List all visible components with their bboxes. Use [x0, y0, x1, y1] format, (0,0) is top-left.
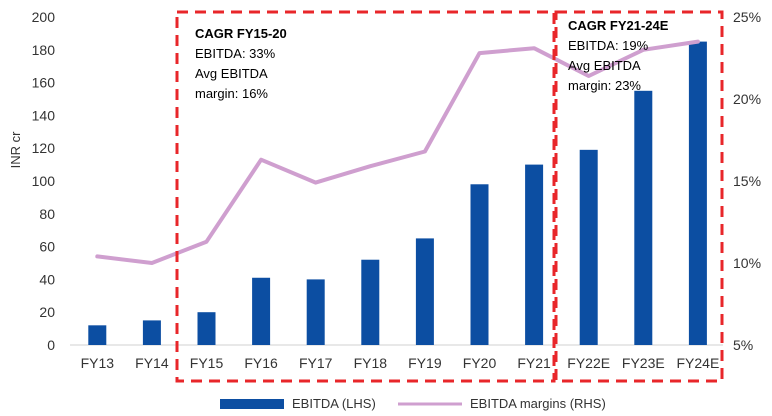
bar-fy22e: [579, 149, 598, 345]
bar-fy20: [470, 184, 489, 345]
margin-point-fy24e: [696, 40, 700, 44]
margin-point-fy16: [259, 158, 263, 162]
margin-line-series: [95, 39, 700, 265]
bar-series: [88, 41, 707, 345]
y-left-tick-label: 0: [47, 337, 55, 353]
x-tick-label: FY17: [299, 355, 333, 371]
legend-bar-swatch: [220, 399, 284, 409]
x-axis-ticks: FY13 FY14 FY15 FY16 FY17 FY18 FY19 FY20 FY21 FY22…: [81, 355, 720, 371]
y-right-tick-label: 5%: [733, 337, 753, 353]
bar-fy16: [252, 277, 271, 345]
margin-point-fy19: [423, 149, 427, 153]
legend: EBITDA (LHS) EBITDA margins (RHS): [220, 396, 606, 411]
y-right-tick-label: 25%: [733, 9, 761, 25]
bar-fy15: [197, 312, 216, 345]
x-tick-label: FY21: [517, 355, 551, 371]
x-tick-label: FY19: [408, 355, 442, 371]
annotation-1-line-2: Avg EBITDA: [195, 66, 268, 81]
bar-fy17: [306, 279, 325, 345]
bar-fy13: [88, 325, 107, 345]
legend-bar-label: EBITDA (LHS): [292, 396, 376, 411]
legend-line-label: EBITDA margins (RHS): [470, 396, 606, 411]
annotation-2-title: CAGR FY21-24E: [568, 18, 669, 33]
y-left-tick-label: 100: [32, 173, 56, 189]
y-right-tick-label: 10%: [733, 255, 761, 271]
margin-point-fy18: [368, 164, 372, 168]
bar-fy19: [415, 238, 434, 345]
x-tick-label: FY15: [190, 355, 224, 371]
x-tick-label: FY16: [244, 355, 278, 371]
y-left-tick-label: 160: [32, 75, 56, 91]
y-left-tick-label: 60: [39, 239, 55, 255]
y-left-tick-label: 140: [32, 107, 56, 123]
annotation-2-line-2: Avg EBITDA: [568, 58, 641, 73]
x-tick-label: FY14: [135, 355, 169, 371]
annotation-2-line-3: margin: 23%: [568, 78, 641, 93]
margin-point-fy20: [478, 51, 481, 55]
margin-point-fy15: [205, 240, 208, 244]
x-tick-label: FY20: [463, 355, 497, 371]
margin-point-fy14: [150, 261, 154, 265]
margin-point-fy22e: [587, 74, 591, 78]
y-right-tick-label: 20%: [733, 91, 761, 107]
y-left-tick-label: 180: [32, 42, 56, 58]
margin-point-fy13: [95, 254, 99, 258]
x-tick-label: FY24E: [676, 355, 719, 371]
x-tick-label: FY23E: [622, 355, 665, 371]
y-axis-left-ticks: 0 20 40 60 80 100 120 140 160 180 200: [32, 9, 56, 353]
bar-fy14: [142, 320, 161, 345]
y-left-tick-label: 80: [39, 206, 55, 222]
annotation-1-line-3: margin: 16%: [195, 86, 268, 101]
y-left-tick-label: 120: [32, 140, 56, 156]
bar-fy18: [361, 259, 380, 345]
margin-line: [95, 39, 700, 265]
y-left-tick-label: 40: [39, 271, 55, 287]
annotation-2-line-1: EBITDA: 19%: [568, 38, 649, 53]
bar-fy21: [525, 164, 544, 345]
y-left-tick-label: 200: [32, 9, 56, 25]
annotation-1-title: CAGR FY15-20: [195, 26, 287, 41]
margin-point-fy23e: [641, 48, 645, 52]
annotation-1-line-1: EBITDA: 33%: [195, 46, 276, 61]
y-axis-label: INR cr: [8, 131, 23, 169]
x-tick-label: FY13: [81, 355, 115, 371]
x-tick-label: FY18: [354, 355, 388, 371]
bar-fy23e: [634, 90, 653, 345]
y-axis-right-ticks: 5% 10% 15% 20% 25%: [733, 9, 761, 353]
annotation-box-fy15-20: [175, 10, 556, 383]
y-right-tick-label: 15%: [733, 173, 761, 189]
margin-point-fy17: [314, 181, 318, 185]
bar-fy24e: [688, 41, 707, 345]
y-left-tick-label: 20: [39, 304, 55, 320]
x-tick-label: FY22E: [567, 355, 610, 371]
margin-point-fy21: [532, 46, 536, 50]
annotation-box-fy21-24: [554, 10, 724, 383]
